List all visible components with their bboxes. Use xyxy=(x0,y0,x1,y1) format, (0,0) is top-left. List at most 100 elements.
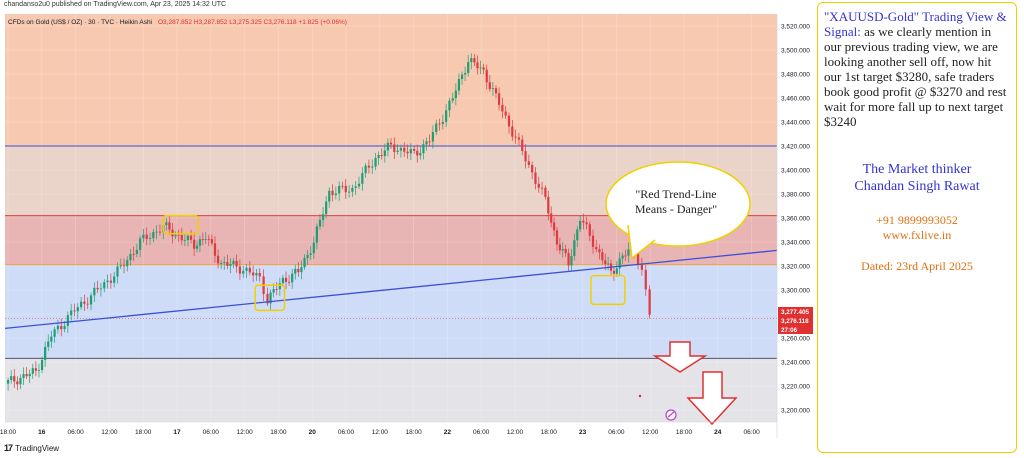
candle-body-68 xyxy=(223,262,226,263)
candle-body-109 xyxy=(354,186,357,189)
candle-body-65 xyxy=(213,243,217,256)
replay-icon[interactable] xyxy=(665,409,677,421)
candle-body-97 xyxy=(315,226,318,243)
candle-body-104 xyxy=(338,185,341,194)
candle-body-12 xyxy=(44,346,47,360)
candle-body-187 xyxy=(601,252,604,261)
candle-body-93 xyxy=(303,257,306,268)
candle-body-71 xyxy=(232,260,235,265)
candle-body-162 xyxy=(524,151,527,162)
footer-brand: TradingView xyxy=(15,443,60,453)
legend-symbol: CFDs on Gold (US$ / OZ) · 30 · TVC · Hei… xyxy=(8,19,152,26)
candle-body-21 xyxy=(73,310,76,312)
candle-body-0 xyxy=(6,380,10,384)
candle-body-112 xyxy=(364,165,367,174)
candle-body-161 xyxy=(521,139,524,152)
time-tick-label: 18:00 xyxy=(541,429,558,436)
tradingview-footer[interactable]: 17 TradingView xyxy=(4,443,59,453)
candle-body-87 xyxy=(284,277,288,282)
candle-body-176 xyxy=(567,253,570,266)
price-tick-label: 3,340.000 xyxy=(781,240,810,247)
candle-body-183 xyxy=(588,224,591,236)
candle-body-32 xyxy=(109,280,112,283)
time-tick-label: 06:00 xyxy=(67,429,84,436)
candle-body-46 xyxy=(155,231,158,233)
candle-body-120 xyxy=(389,142,393,145)
candle-body-91 xyxy=(297,268,300,273)
price-axis[interactable]: 3,200.0003,220.0003,240.0003,260.0003,28… xyxy=(776,0,815,438)
candle-body-34 xyxy=(116,266,119,277)
candle-body-160 xyxy=(517,137,521,140)
candle-body-50 xyxy=(168,222,171,230)
candle-body-179 xyxy=(576,229,579,241)
candle-body-85 xyxy=(278,283,281,290)
candle-body-13 xyxy=(47,341,50,347)
blue-trend-line xyxy=(4,249,778,330)
time-tick-label: 06:00 xyxy=(473,429,490,436)
price-chart[interactable]: "Red Trend-Line Means - Danger" CFDs on … xyxy=(0,0,815,458)
candle-body-11 xyxy=(40,359,44,371)
candle-body-140 xyxy=(454,90,457,99)
candle-body-15 xyxy=(53,329,56,337)
candle-body-116 xyxy=(377,155,380,158)
candle-body-108 xyxy=(351,188,354,192)
price-tick-label: 3,300.000 xyxy=(781,288,810,295)
candle-body-77 xyxy=(252,272,255,276)
price-tick-label: 3,320.000 xyxy=(781,264,810,271)
candle-body-156 xyxy=(504,111,507,116)
time-tick-label: 20 xyxy=(309,429,317,436)
candle-body-53 xyxy=(177,234,180,236)
candle-body-119 xyxy=(386,142,390,151)
candle-body-31 xyxy=(106,280,109,283)
candle-body-157 xyxy=(507,115,511,127)
time-tick-label: 12:00 xyxy=(507,429,524,436)
candle-body-129 xyxy=(419,153,422,156)
candle-body-105 xyxy=(341,185,344,187)
candle-body-128 xyxy=(416,150,419,156)
callout-bubble: "Red Trend-Line Means - Danger" xyxy=(605,161,751,260)
time-axis[interactable]: 18:00 16 06:00 12:00 18:00 17 06:00 12:00 18:00 2… xyxy=(0,421,777,436)
candle-body-163 xyxy=(527,161,530,165)
candle-body-150 xyxy=(485,69,488,83)
chart-grid xyxy=(5,14,777,422)
contact-website[interactable]: www.fxlive.in xyxy=(882,228,952,242)
candle-body-8 xyxy=(31,368,34,374)
candle-body-202 xyxy=(648,289,651,315)
trend-line xyxy=(4,249,778,330)
yellow-box-3 xyxy=(590,274,626,306)
candle-body-111 xyxy=(361,173,364,184)
candle-body-63 xyxy=(207,238,210,240)
price-tick-label: 3,520.000 xyxy=(781,24,810,31)
price-label-1: 3,276.118 xyxy=(781,318,809,325)
time-tick-label: 24 xyxy=(714,429,722,436)
candle-body-70 xyxy=(229,264,232,266)
candle-body-30 xyxy=(103,282,106,289)
candle-body-167 xyxy=(540,187,544,189)
time-tick-label: 12:00 xyxy=(236,429,253,436)
candle-body-37 xyxy=(126,260,129,267)
time-tick-label: 12:00 xyxy=(101,429,118,436)
support-zone xyxy=(5,264,777,359)
price-tick-label: 3,480.000 xyxy=(781,72,810,79)
candle-body-147 xyxy=(476,62,479,69)
candle-body-61 xyxy=(201,239,204,241)
candle-body-134 xyxy=(435,123,438,133)
candle-body-62 xyxy=(204,238,207,240)
price-label-bg-0 xyxy=(778,307,813,316)
candle-body-188 xyxy=(604,260,607,265)
candle-body-154 xyxy=(497,93,501,105)
candle-body-16 xyxy=(56,325,60,330)
panel-heading: "XAUUSD-Gold" Trading View & Signal: as … xyxy=(824,9,1010,129)
candle-body-75 xyxy=(245,267,248,271)
candle-body-155 xyxy=(501,104,504,112)
candle-body-200 xyxy=(640,264,643,270)
candle-body-24 xyxy=(83,301,86,304)
contact-phone: +91 9899993052 xyxy=(876,213,958,227)
candle-body-103 xyxy=(334,193,337,196)
candle-body-127 xyxy=(413,148,416,151)
candle-body-39 xyxy=(132,253,135,255)
time-tick-label: 06:00 xyxy=(338,429,355,436)
candle-body-145 xyxy=(470,58,473,63)
candle-body-196 xyxy=(627,249,630,256)
candle-body-64 xyxy=(210,239,213,244)
